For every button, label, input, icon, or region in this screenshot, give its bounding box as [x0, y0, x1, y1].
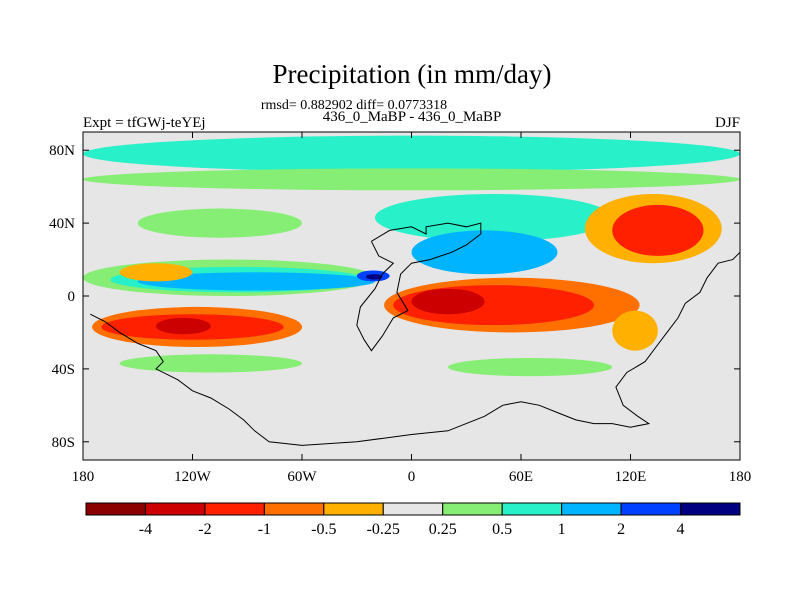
- colorbar-swatch: [204, 502, 265, 516]
- chart-title: Precipitation (in mm/day): [273, 59, 552, 89]
- x-tick-label: 60E: [509, 469, 533, 485]
- anomaly-region-n-pacific-yellow: [119, 263, 193, 282]
- x-tick-label: 180: [72, 469, 95, 485]
- colorbar-label: -1: [258, 521, 271, 538]
- colorbar-swatch: [85, 502, 146, 516]
- y-tick-label: 80N: [49, 143, 75, 159]
- season-label: DJF: [715, 115, 740, 131]
- x-tick-label: 120W: [174, 469, 212, 485]
- anomaly-region-s-green-band: [119, 354, 302, 373]
- colorbar-swatch: [680, 502, 741, 516]
- y-axis: 80N 40N 0 40S 80S: [49, 143, 740, 451]
- colorbar-swatch: [620, 502, 682, 516]
- colorbar-swatch: [501, 502, 563, 516]
- y-tick-label: 40S: [52, 362, 75, 378]
- plot-area: [82, 131, 741, 461]
- colorbar-label: 2: [617, 521, 625, 538]
- anomaly-region-kuroshio-red: [612, 204, 704, 256]
- coastline-2: [90, 251, 740, 446]
- anomaly-region-n-atlantic-cyan: [375, 193, 613, 242]
- anomaly-region-s-pacific-darkred: [156, 317, 211, 335]
- x-tick-label: 60W: [287, 469, 317, 485]
- anomaly-region-arctic-green: [83, 168, 740, 191]
- anomaly-region-northern-cyan-band: [83, 135, 740, 173]
- colorbar-swatch: [561, 502, 622, 516]
- coastline-1: [356, 222, 482, 352]
- x-tick-label: 120E: [615, 469, 647, 485]
- colorbar-label: -4: [139, 521, 152, 538]
- y-tick-label: 80S: [52, 435, 75, 451]
- x-tick-label: 0: [408, 469, 416, 485]
- chart-stats: rmsd= 0.882902 diff= 0.0773318: [261, 98, 447, 113]
- y-tick-label: 0: [68, 289, 76, 305]
- anomaly-region-eq-atlantic-darkred: [411, 288, 485, 315]
- colorbar-label: 0.5: [492, 521, 512, 538]
- colorbar-swatch: [144, 502, 206, 516]
- colorbar-swatch: [263, 502, 325, 516]
- anomaly-region-s-indian-orange: [612, 310, 658, 351]
- colorbar-label: -0.5: [311, 521, 336, 538]
- y-tick-label: 40N: [49, 216, 75, 232]
- colorbar-swatch: [442, 502, 503, 516]
- x-tick-label: 180: [729, 469, 752, 485]
- anomaly-region-n-pacific-green: [137, 208, 302, 238]
- experiment-label: Expt = tfGWj-teYEj: [83, 115, 206, 131]
- chart-comparison: 436_0_MaBP - 436_0_MaBP: [323, 109, 502, 125]
- anomaly-region-s-green-band-east: [448, 357, 613, 377]
- colorbar: -4 -2 -1 -0.5 -0.25 0.25 0.5 1 2 4: [85, 502, 741, 538]
- coastlines: [90, 222, 740, 446]
- colorbar-label: -0.25: [367, 521, 400, 538]
- x-axis: 180 120W 60W 0 60E 120E 180: [72, 132, 752, 485]
- colorbar-swatch: [323, 502, 384, 516]
- anomaly-field: [83, 135, 740, 377]
- colorbar-swatch: [382, 502, 444, 516]
- colorbar-label: 1: [558, 521, 566, 538]
- anomaly-region-eq-pacific-lightblue: [137, 272, 375, 291]
- colorbar-label: 4: [677, 521, 685, 538]
- anomaly-region-eq-pacific-navy: [365, 274, 383, 280]
- colorbar-label: -2: [198, 521, 211, 538]
- anomaly-region-n-atlantic-lightblue: [411, 230, 558, 275]
- colorbar-label: 0.25: [429, 521, 457, 538]
